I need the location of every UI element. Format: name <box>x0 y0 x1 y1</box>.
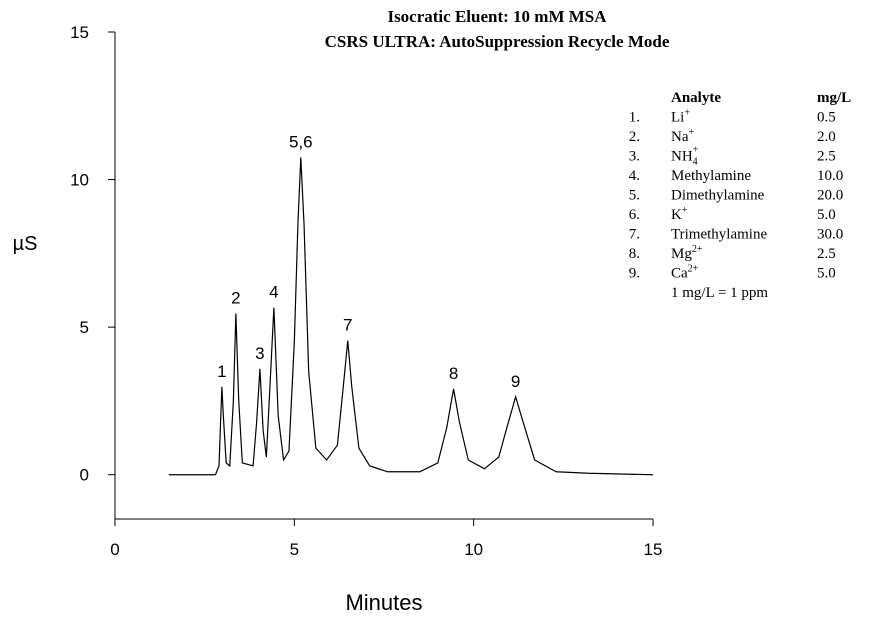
legend-number: 5. <box>629 188 640 204</box>
analyte-superscript: 2+ <box>692 244 703 255</box>
analyte-superscript: + <box>684 108 690 119</box>
x-axis-label: Minutes <box>345 590 422 615</box>
legend-header: mg/L <box>817 90 851 106</box>
analyte-superscript: + <box>682 205 688 216</box>
legend-analyte: Ca2+ <box>671 264 699 282</box>
legend-number: 7. <box>629 227 640 243</box>
legend-amount: 0.5 <box>817 110 836 126</box>
legend-number: 8. <box>629 246 640 262</box>
legend-amount: 20.0 <box>817 188 843 204</box>
legend-number: 9. <box>629 266 640 282</box>
legend-amount: 30.0 <box>817 227 843 243</box>
legend-analyte: Methylamine <box>671 168 751 184</box>
x-tick-label: 5 <box>290 540 299 559</box>
peak-label: 3 <box>255 344 264 363</box>
legend-amount: 5.0 <box>817 207 836 223</box>
legend-note: 1 mg/L = 1 ppm <box>671 285 768 301</box>
analyte-name: Methylamine <box>671 168 751 184</box>
peak-label: 1 <box>217 362 226 381</box>
legend-number: 3. <box>629 149 640 165</box>
legend-number: 2. <box>629 129 640 145</box>
y-tick-label: 15 <box>70 23 89 42</box>
legend-header: Analyte <box>671 90 721 106</box>
peak-label: 9 <box>511 372 520 391</box>
legend-number: 4. <box>629 168 640 184</box>
legend-analyte: K+ <box>671 205 688 223</box>
x-tick-label: 0 <box>110 540 119 559</box>
legend-amount: 2.5 <box>817 246 836 262</box>
chart-subtitle: CSRS ULTRA: AutoSuppression Recycle Mode <box>325 32 670 51</box>
analyte-subscript: 4 <box>693 157 698 168</box>
analyte-name: Na <box>671 129 689 145</box>
peak-label: 4 <box>269 283 278 302</box>
peak-label: 7 <box>343 316 352 335</box>
x-tick-label: 15 <box>644 540 663 559</box>
analyte-superscript: 2+ <box>688 264 699 275</box>
legend-analyte: Trimethylamine <box>671 227 767 243</box>
x-tick-label: 10 <box>464 540 483 559</box>
peak-label: 2 <box>231 289 240 308</box>
legend-number: 1. <box>629 110 640 126</box>
chart-title: Isocratic Eluent: 10 mM MSA <box>387 7 607 26</box>
analyte-name: Li <box>671 110 684 126</box>
analyte-name: Trimethylamine <box>671 227 767 243</box>
legend-analyte: NH4+ <box>671 145 699 168</box>
analyte-superscript: + <box>693 145 699 156</box>
y-tick-label: 0 <box>80 466 89 485</box>
legend-analyte: Na+ <box>671 127 695 145</box>
chromatogram-line <box>168 157 654 476</box>
analyte-name: NH <box>671 149 693 165</box>
analyte-name: Mg <box>671 246 692 262</box>
peak-label: 8 <box>449 364 458 383</box>
analyte-name: Dimethylamine <box>671 188 765 204</box>
analyte-name: Ca <box>671 266 688 282</box>
y-tick-label: 5 <box>80 318 89 337</box>
legend-amount: 5.0 <box>817 266 836 282</box>
legend-amount: 2.0 <box>817 129 836 145</box>
legend-analyte: Dimethylamine <box>671 188 765 204</box>
y-axis-label: µS <box>13 233 38 255</box>
legend-analyte: Li+ <box>671 108 690 126</box>
peak-label: 5,6 <box>289 132 313 151</box>
legend-analyte: Mg2+ <box>671 244 703 262</box>
y-tick-label: 10 <box>70 171 89 190</box>
analyte-superscript: + <box>689 127 695 138</box>
analyte-name: K <box>671 207 682 223</box>
legend-amount: 2.5 <box>817 149 836 165</box>
legend-number: 6. <box>629 207 640 223</box>
legend-amount: 10.0 <box>817 168 843 184</box>
